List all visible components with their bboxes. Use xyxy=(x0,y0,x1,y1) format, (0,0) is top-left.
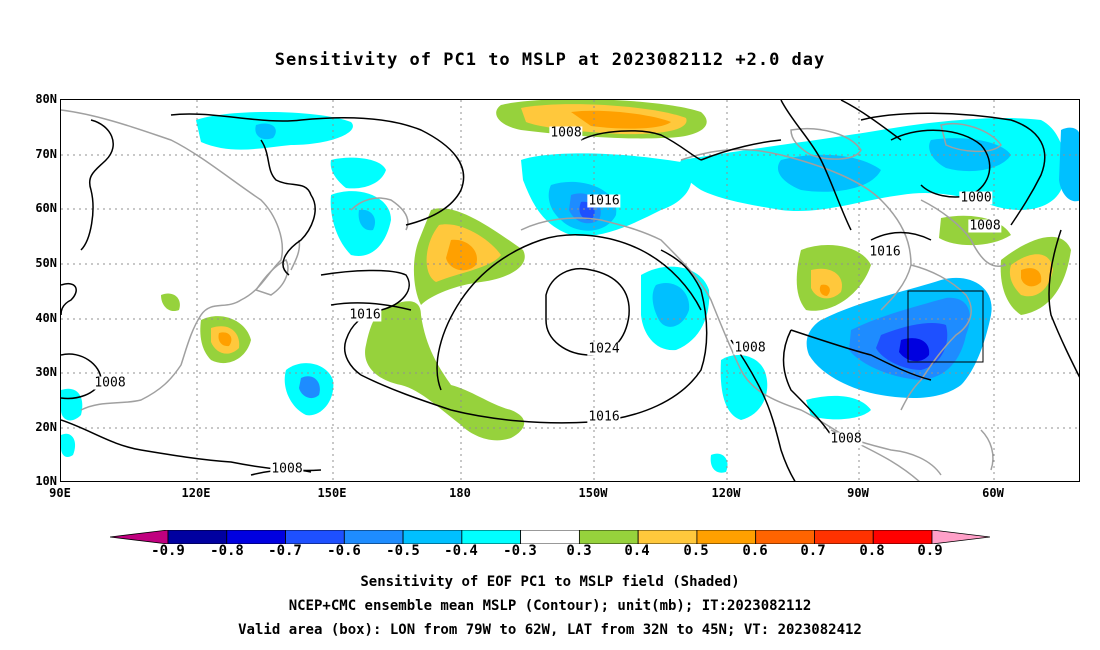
colorbar-tick-label: -0.4 xyxy=(444,543,478,559)
map-panel xyxy=(60,99,1080,482)
contour-label: 1008 xyxy=(829,431,863,447)
colorbar-tick-label: 0.8 xyxy=(859,543,885,559)
contour-label: 1016 xyxy=(587,193,621,209)
contour-label: 1000 xyxy=(959,190,993,206)
contour-label: 1016 xyxy=(348,307,382,323)
colorbar-cell xyxy=(343,530,404,544)
colorbar-tick-label: 0.9 xyxy=(917,543,943,559)
colorbar-cell xyxy=(755,530,815,544)
graticule xyxy=(61,100,1079,481)
caption-line-2: NCEP+CMC ensemble mean MSLP (Contour); u… xyxy=(288,598,812,614)
colorbar-cell xyxy=(402,530,463,544)
colorbar-cell xyxy=(637,530,698,544)
contour-label: 1008 xyxy=(270,461,304,477)
lon-label: 90W xyxy=(847,486,869,500)
colorbar-tick-label: -0.7 xyxy=(268,543,302,559)
colorbar-tick-label: -0.5 xyxy=(386,543,420,559)
colorbar-cell xyxy=(696,530,757,544)
colorbar-cell xyxy=(110,530,169,544)
contour-label: 1008 xyxy=(93,375,127,391)
lon-label: 90E xyxy=(49,486,71,500)
colorbar-tick-label: -0.3 xyxy=(503,543,537,559)
lat-label: 10N xyxy=(35,474,57,488)
lat-label: 30N xyxy=(35,365,57,379)
sensitivity-shading xyxy=(61,100,1079,473)
contour-label: 1008 xyxy=(549,125,583,141)
lat-label: 20N xyxy=(35,420,57,434)
lat-label: 60N xyxy=(35,201,57,215)
colorbar-cell xyxy=(872,530,933,544)
lon-label: 120W xyxy=(711,486,741,500)
lat-label: 80N xyxy=(35,92,57,106)
map-canvas xyxy=(61,100,1079,481)
colorbar-cell xyxy=(520,530,580,544)
caption-line-1: Sensitivity of EOF PC1 to MSLP field (Sh… xyxy=(360,574,740,590)
colorbar-tick-label: -0.9 xyxy=(151,543,185,559)
colorbar-tick-label: 0.4 xyxy=(624,543,650,559)
contour-label: 1008 xyxy=(968,218,1002,234)
contour-label: 1016 xyxy=(868,244,902,260)
colorbar-tick-label: 0.6 xyxy=(742,543,768,559)
lat-label: 40N xyxy=(35,311,57,325)
colorbar xyxy=(110,530,990,544)
colorbar-cell xyxy=(931,530,990,544)
colorbar-cell xyxy=(285,530,345,544)
colorbar-tick-label: 0.5 xyxy=(683,543,709,559)
lon-label: 150E xyxy=(317,486,347,500)
contour-label: 1024 xyxy=(587,341,621,357)
colorbar-tick-label: 0.3 xyxy=(566,543,592,559)
colorbar-tick-label: -0.8 xyxy=(210,543,244,559)
lon-label: 150W xyxy=(578,486,608,500)
valid-area-box xyxy=(907,290,984,363)
colorbar-tick-label: -0.6 xyxy=(327,543,361,559)
lon-label: 60W xyxy=(982,486,1004,500)
colorbar-cell xyxy=(167,530,228,544)
map-title: Sensitivity of PC1 to MSLP at 2023082112… xyxy=(274,50,826,70)
lat-label: 70N xyxy=(35,147,57,161)
contour-label: 1008 xyxy=(733,340,767,356)
colorbar-cell xyxy=(814,530,874,544)
caption-line-3: Valid area (box): LON from 79W to 62W, L… xyxy=(238,622,862,638)
lat-label: 50N xyxy=(35,256,57,270)
lon-label: 120E xyxy=(181,486,211,500)
colorbar-cell xyxy=(578,530,639,544)
lon-label: 180 xyxy=(449,486,471,500)
colorbar-cell xyxy=(461,530,522,544)
colorbar-tick-label: 0.7 xyxy=(800,543,826,559)
contour-label: 1016 xyxy=(587,409,621,425)
colorbar-cell xyxy=(226,530,286,544)
